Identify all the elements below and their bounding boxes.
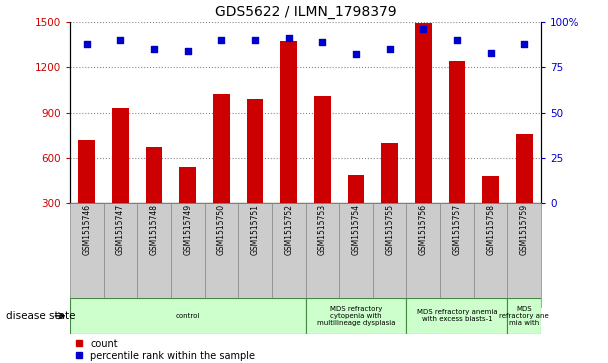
- Bar: [407, 298, 508, 334]
- Bar: [373, 203, 407, 307]
- Point: [82, 41, 92, 46]
- Bar: [146, 147, 162, 249]
- Text: GSM1515748: GSM1515748: [150, 204, 159, 255]
- Text: GSM1515757: GSM1515757: [452, 204, 461, 255]
- Bar: [179, 167, 196, 249]
- Text: disease state: disease state: [6, 311, 75, 321]
- Point: [519, 41, 529, 46]
- Point: [183, 48, 193, 54]
- Bar: [238, 203, 272, 307]
- Bar: [70, 298, 305, 334]
- Bar: [449, 61, 465, 249]
- Bar: [137, 203, 171, 307]
- Point: [351, 52, 361, 57]
- Legend: count, percentile rank within the sample: count, percentile rank within the sample: [75, 339, 255, 361]
- Bar: [314, 96, 331, 249]
- Text: GSM1515755: GSM1515755: [385, 204, 394, 255]
- Bar: [280, 41, 297, 249]
- Text: MDS refractory anemia
with excess blasts-1: MDS refractory anemia with excess blasts…: [416, 309, 497, 322]
- Bar: [516, 134, 533, 249]
- Bar: [305, 203, 339, 307]
- Point: [149, 46, 159, 52]
- Point: [317, 39, 327, 45]
- Bar: [381, 143, 398, 249]
- Bar: [305, 298, 407, 334]
- Text: GSM1515751: GSM1515751: [250, 204, 260, 255]
- Point: [116, 37, 125, 43]
- Text: GSM1515750: GSM1515750: [217, 204, 226, 255]
- Text: MDS
refractory ane
mia with: MDS refractory ane mia with: [499, 306, 549, 326]
- Bar: [440, 203, 474, 307]
- Bar: [407, 203, 440, 307]
- Bar: [482, 176, 499, 249]
- Text: control: control: [176, 313, 200, 319]
- Point: [452, 37, 462, 43]
- Bar: [103, 203, 137, 307]
- Bar: [339, 203, 373, 307]
- Text: GSM1515746: GSM1515746: [82, 204, 91, 255]
- Title: GDS5622 / ILMN_1798379: GDS5622 / ILMN_1798379: [215, 5, 396, 19]
- Text: GSM1515756: GSM1515756: [419, 204, 428, 255]
- Bar: [171, 203, 204, 307]
- Text: GSM1515754: GSM1515754: [351, 204, 361, 255]
- Point: [284, 35, 294, 41]
- Bar: [112, 108, 129, 249]
- Bar: [474, 203, 508, 307]
- Point: [418, 26, 428, 32]
- Bar: [508, 203, 541, 307]
- Text: MDS refractory
cytopenia with
multilineage dysplasia: MDS refractory cytopenia with multilinea…: [317, 306, 395, 326]
- Text: GSM1515759: GSM1515759: [520, 204, 529, 255]
- Point: [216, 37, 226, 43]
- Bar: [508, 298, 541, 334]
- Bar: [415, 23, 432, 249]
- Point: [250, 37, 260, 43]
- Bar: [70, 203, 103, 307]
- Text: GSM1515749: GSM1515749: [183, 204, 192, 255]
- Bar: [78, 140, 95, 249]
- Text: GSM1515753: GSM1515753: [318, 204, 327, 255]
- Point: [385, 46, 395, 52]
- Text: GSM1515758: GSM1515758: [486, 204, 495, 255]
- Point: [486, 50, 496, 56]
- Text: GSM1515752: GSM1515752: [284, 204, 293, 255]
- Bar: [348, 175, 364, 249]
- Text: GSM1515747: GSM1515747: [116, 204, 125, 255]
- Bar: [247, 99, 263, 249]
- Bar: [272, 203, 305, 307]
- Bar: [204, 203, 238, 307]
- Bar: [213, 94, 230, 249]
